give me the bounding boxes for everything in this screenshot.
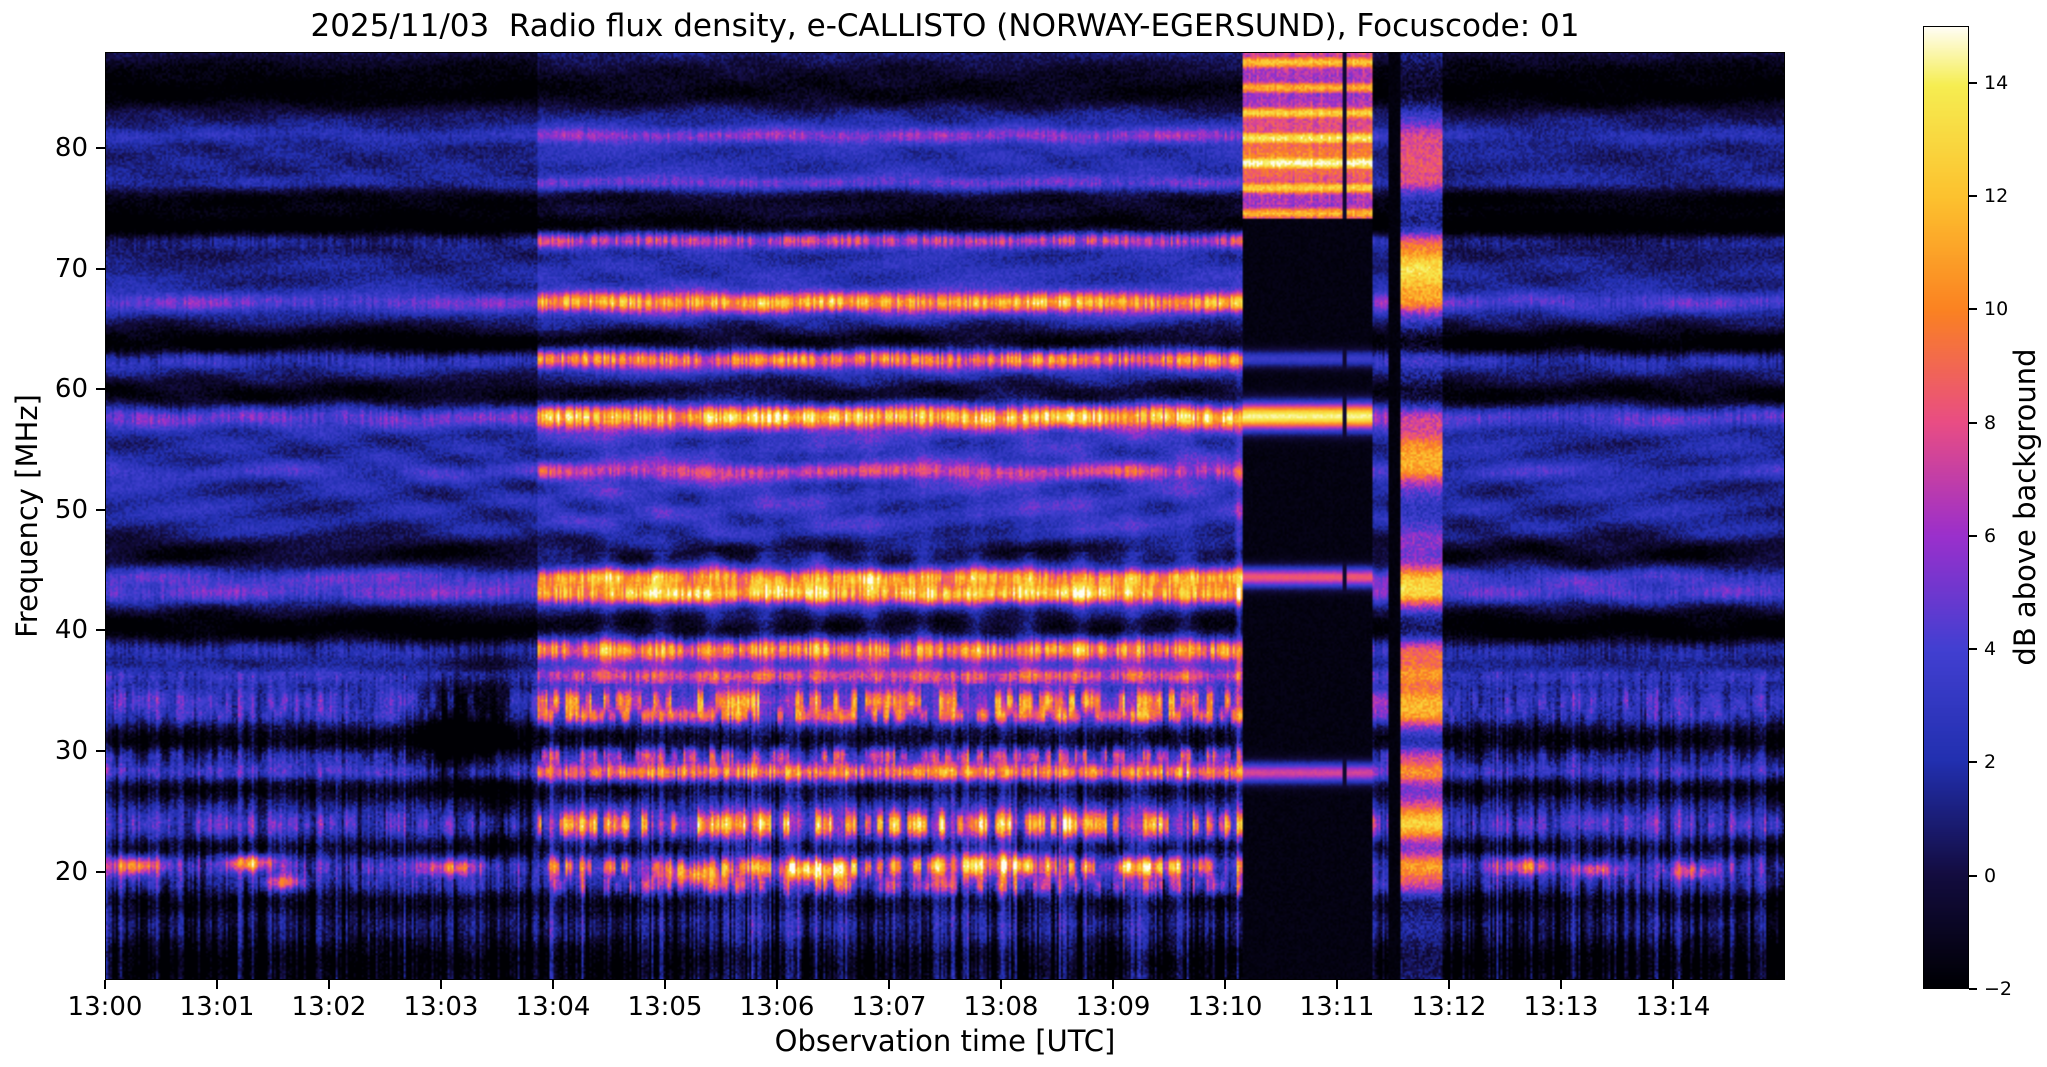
y-tick-label: 60 [54, 374, 88, 405]
y-tick-label: 40 [54, 615, 88, 646]
x-tick-label: 13:14 [1635, 992, 1711, 1022]
x-tick-mark [1448, 980, 1450, 989]
x-tick-mark [1560, 980, 1562, 989]
x-tick-mark [888, 980, 890, 989]
colorbar-tick-mark [1969, 648, 1977, 651]
colorbar [1923, 26, 1969, 989]
x-axis-label: Observation time [UTC] [774, 1024, 1116, 1058]
colorbar-tick-label: 0 [1984, 864, 1997, 887]
chart-title: 2025/11/03 Radio flux density, e-CALLIST… [310, 8, 1580, 44]
x-tick-mark [328, 980, 330, 989]
x-tick-mark [1112, 980, 1114, 989]
x-tick-label: 13:08 [963, 992, 1039, 1022]
y-tick-mark [96, 508, 105, 511]
colorbar-tick-label: 6 [1984, 524, 1997, 547]
colorbar-tick-mark [1969, 988, 1977, 990]
y-tick-label: 20 [54, 856, 88, 887]
y-tick-mark [96, 750, 105, 752]
x-tick-mark [1672, 980, 1674, 989]
colorbar-tick-mark [1969, 874, 1977, 877]
x-tick-mark [1000, 980, 1002, 989]
x-tick-mark [776, 980, 778, 989]
colorbar-gradient [1924, 27, 1968, 988]
x-tick-mark [104, 980, 106, 989]
x-tick-label: 13:02 [291, 992, 367, 1022]
x-tick-label: 13:03 [403, 992, 479, 1022]
colorbar-tick-label: −2 [1984, 978, 2013, 1000]
y-tick-mark [96, 870, 105, 873]
y-tick-mark [96, 147, 105, 150]
colorbar-label: dB above background [2008, 348, 2042, 666]
x-tick-mark [1336, 980, 1338, 989]
y-tick-mark [96, 267, 105, 270]
x-tick-mark [216, 980, 218, 989]
x-tick-label: 13:13 [1523, 992, 1599, 1022]
x-tick-label: 13:06 [739, 992, 815, 1022]
x-tick-label: 13:01 [179, 992, 255, 1022]
colorbar-tick-mark [1969, 194, 1977, 197]
x-tick-label: 13:11 [1299, 992, 1375, 1022]
x-tick-mark [664, 980, 666, 989]
y-axis-label: Frequency [MHz] [10, 394, 44, 638]
spectrogram-canvas [106, 53, 1784, 979]
y-tick-label: 80 [54, 133, 88, 164]
colorbar-tick-label: 2 [1984, 751, 1997, 774]
x-tick-label: 13:09 [1075, 992, 1151, 1022]
x-tick-mark [552, 980, 554, 989]
x-tick-mark [440, 980, 442, 989]
colorbar-tick-mark [1969, 421, 1977, 424]
colorbar-tick-label: 12 [1984, 184, 2009, 207]
x-tick-label: 13:00 [67, 992, 143, 1022]
y-tick-label: 30 [54, 736, 88, 766]
colorbar-tick-label: 8 [1984, 411, 1997, 434]
x-tick-label: 13:10 [1187, 992, 1263, 1022]
y-tick-label: 50 [54, 494, 88, 525]
y-tick-mark [96, 629, 105, 632]
x-tick-label: 13:12 [1411, 992, 1487, 1022]
colorbar-tick-mark [1969, 81, 1977, 84]
colorbar-tick-label: 10 [1984, 298, 2009, 321]
y-tick-mark [96, 388, 105, 391]
colorbar-tick-mark [1969, 534, 1977, 537]
colorbar-tick-label: 4 [1984, 638, 1997, 661]
x-tick-label: 13:07 [851, 992, 927, 1022]
x-tick-mark [1224, 980, 1226, 989]
spectrogram-plot [105, 52, 1785, 980]
x-tick-label: 13:04 [515, 992, 591, 1022]
colorbar-tick-mark [1969, 761, 1977, 764]
colorbar-tick-mark [1969, 308, 1977, 311]
x-tick-label: 13:05 [627, 992, 703, 1022]
colorbar-tick-label: 14 [1984, 71, 2009, 94]
y-tick-label: 70 [54, 253, 88, 284]
